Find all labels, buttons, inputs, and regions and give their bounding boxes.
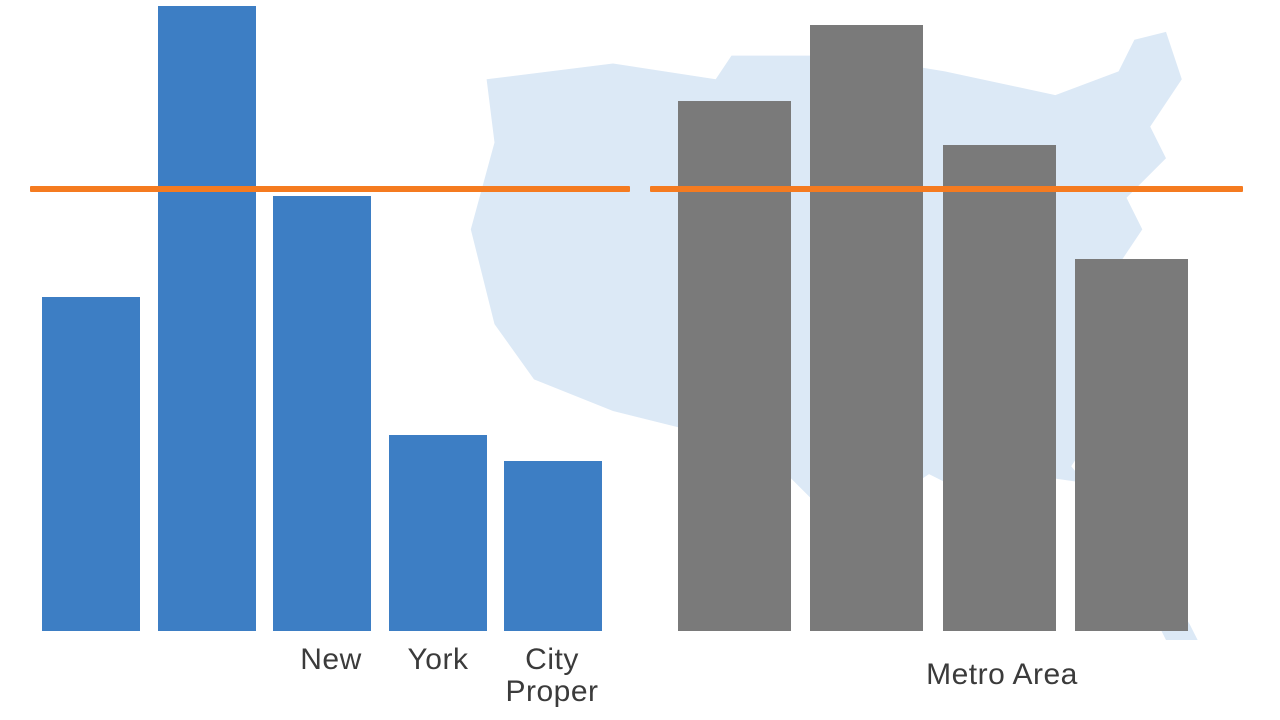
bar-new-york-city-proper-2 bbox=[157, 6, 256, 631]
reference-line-segment-2 bbox=[650, 186, 1243, 193]
left-group-label-word-city: City bbox=[525, 643, 579, 676]
right-group-label-metro-area: Metro Area bbox=[926, 658, 1078, 691]
bar-metro-area-3 bbox=[942, 145, 1056, 631]
bar-metro-area-1 bbox=[678, 100, 791, 631]
bar-new-york-city-proper-3 bbox=[273, 195, 371, 631]
bar-new-york-city-proper-4 bbox=[388, 435, 487, 631]
bar-new-york-city-proper-5 bbox=[504, 460, 602, 631]
left-group-label-word-york: York bbox=[407, 643, 469, 676]
bar-new-york-city-proper-1 bbox=[42, 296, 140, 631]
reference-line-segment-1 bbox=[30, 186, 630, 193]
bar-metro-area-2 bbox=[810, 25, 924, 631]
left-group-label-word-new: New bbox=[300, 643, 362, 676]
bar-metro-area-4 bbox=[1074, 258, 1188, 631]
left-group-label-word-proper: Proper bbox=[505, 675, 599, 708]
